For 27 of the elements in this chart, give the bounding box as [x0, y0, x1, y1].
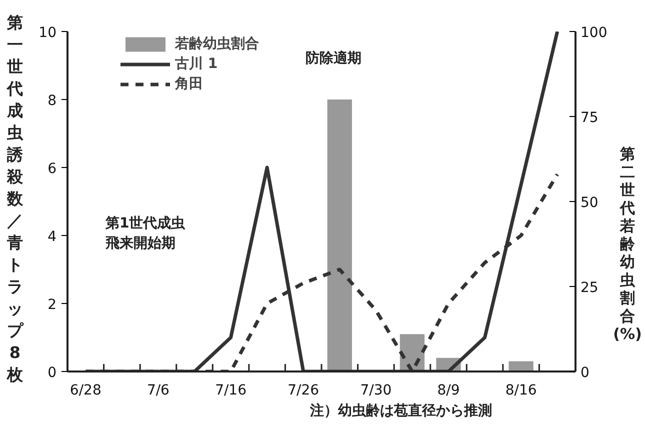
y2-tick-label: 0	[580, 365, 590, 381]
x-tick-label: 7/30	[360, 382, 392, 398]
y-tick-label: 6	[48, 161, 57, 177]
x-tick-label: 7/16	[215, 382, 247, 398]
y-tick-label: 4	[48, 229, 57, 245]
y2-tick-label: 75	[580, 110, 598, 126]
y-tick-label: 0	[48, 365, 57, 381]
legend-label: 古川 1	[175, 55, 218, 73]
annotation: 第1世代成虫	[104, 216, 186, 232]
y2-tick-label: 25	[580, 280, 598, 296]
annotation: 飛来開始期	[104, 236, 176, 252]
x-tick-label: 7/6	[146, 382, 170, 398]
x-tick-label: 6/28	[70, 382, 102, 398]
y2-tick-label: 50	[580, 195, 598, 211]
text: 第一世代成虫誘殺数／青トラップ8枚	[7, 13, 23, 384]
text: 第二世代若齢幼虫割合(%)	[613, 145, 642, 343]
x-tick-label: 7/26	[288, 382, 320, 398]
legend-label: 角田	[175, 75, 203, 93]
annotation: 防除適期	[306, 50, 362, 66]
x-tick-label: 8/9	[437, 382, 460, 398]
y-tick-label: 10	[38, 25, 57, 41]
y-tick-label: 8	[48, 93, 57, 109]
y2-tick-label: 100	[580, 25, 608, 41]
legend-label: 若齢幼虫割合	[175, 35, 259, 53]
text: 注）幼虫齢は苞直径から推測	[310, 402, 492, 421]
x-tick-label: 8/16	[505, 382, 537, 398]
y-tick-label: 2	[48, 297, 57, 313]
